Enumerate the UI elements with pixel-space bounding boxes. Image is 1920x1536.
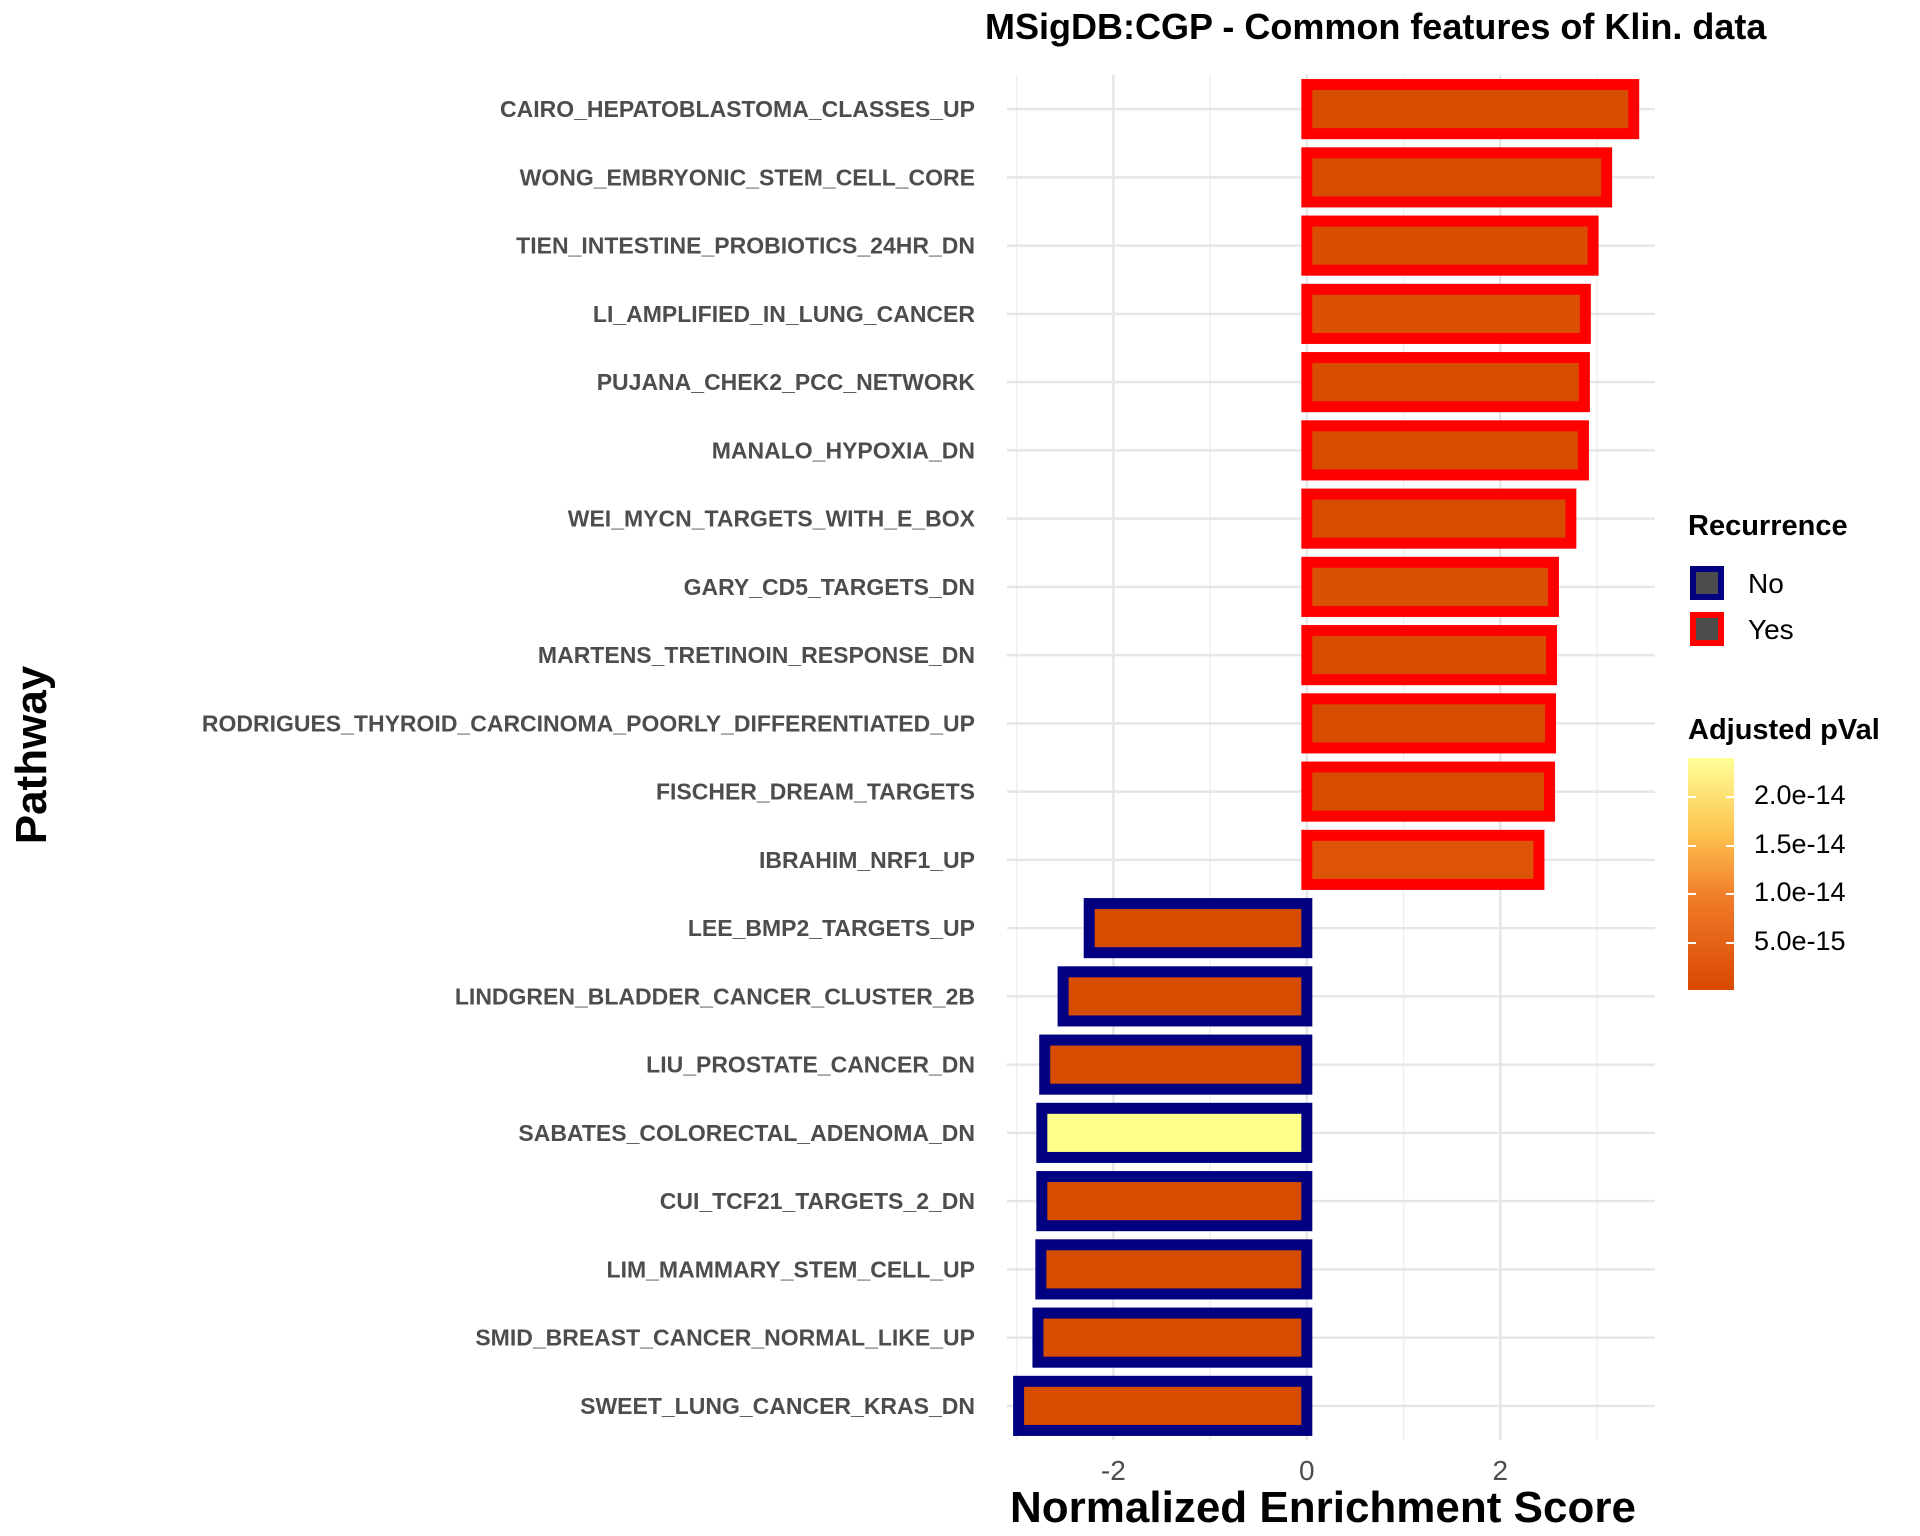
y-tick-label: MARTENS_TRETINOIN_RESPONSE_DN bbox=[538, 642, 975, 668]
bar-lee_bmp2_targets_up bbox=[1083, 898, 1313, 959]
bar-lindgren_bladder_cancer_cluster_2b bbox=[1057, 966, 1313, 1027]
bar-fischer_dream_targets bbox=[1301, 761, 1556, 822]
legend-label-no: No bbox=[1748, 568, 1784, 599]
colorbar-tickmark bbox=[1688, 942, 1696, 945]
y-tick-label: PUJANA_CHEK2_PCC_NETWORK bbox=[597, 369, 976, 395]
bar-wong_embryonic_stem_cell_core bbox=[1301, 147, 1613, 208]
recurrence-legend: Recurrence No Yes bbox=[1688, 510, 1848, 646]
y-tick-label: LIM_MAMMARY_STEM_CELL_UP bbox=[607, 1256, 975, 1282]
bar-li_amplified_in_lung_cancer bbox=[1301, 283, 1591, 344]
x-tick-label: 0 bbox=[1299, 1455, 1315, 1486]
x-axis-title: Normalized Enrichment Score bbox=[1010, 1483, 1636, 1532]
y-tick-label: SMID_BREAST_CANCER_NORMAL_LIKE_UP bbox=[475, 1325, 975, 1351]
bar-cui_tcf21_targets_2_dn bbox=[1036, 1171, 1313, 1232]
bar-sweet_lung_cancer_kras_dn bbox=[1013, 1375, 1313, 1436]
bar-liu_prostate_cancer_dn bbox=[1039, 1034, 1313, 1095]
colorbar-tickmark bbox=[1726, 893, 1734, 896]
colorbar-tickmark bbox=[1688, 795, 1696, 798]
y-tick-label: MANALO_HYPOXIA_DN bbox=[712, 437, 975, 463]
pval-legend-title: Adjusted pVal bbox=[1688, 714, 1880, 746]
colorbar-tickmark bbox=[1688, 893, 1696, 896]
legend-key-no bbox=[1690, 566, 1724, 600]
colorbar-tickmark bbox=[1688, 844, 1696, 847]
colorbar-tickmark bbox=[1726, 844, 1734, 847]
y-tick-label: LINDGREN_BLADDER_CANCER_CLUSTER_2B bbox=[455, 983, 975, 1009]
y-tick-label: GARY_CD5_TARGETS_DN bbox=[684, 574, 975, 600]
y-axis-title: Pathway bbox=[7, 665, 56, 845]
x-tick-label: -2 bbox=[1101, 1455, 1126, 1486]
colorbar-tickmark bbox=[1726, 795, 1734, 798]
bar-tien_intestine_probiotics_24hr_dn bbox=[1301, 215, 1599, 276]
colorbar-tickmark bbox=[1726, 942, 1734, 945]
legend-key-yes bbox=[1690, 612, 1724, 646]
pval-gradient bbox=[1688, 758, 1734, 990]
bar-rodrigues_thyroid_carcinoma_poorly_differentiated_up bbox=[1301, 693, 1557, 754]
y-tick-label: IBRAHIM_NRF1_UP bbox=[759, 847, 975, 873]
recurrence-legend-title: Recurrence bbox=[1688, 510, 1848, 542]
x-tick-label: 2 bbox=[1492, 1455, 1508, 1486]
y-tick-label: LIU_PROSTATE_CANCER_DN bbox=[646, 1052, 975, 1078]
colorbar-tick-label: 1.5e-14 bbox=[1754, 828, 1846, 859]
bar-ibrahim_nrf1_up bbox=[1301, 829, 1545, 890]
y-tick-label: CUI_TCF21_TARGETS_2_DN bbox=[660, 1188, 975, 1214]
bar-pujana_chek2_pcc_network bbox=[1301, 352, 1590, 413]
colorbar-tick-label: 2.0e-14 bbox=[1754, 779, 1846, 810]
y-tick-label: LI_AMPLIFIED_IN_LUNG_CANCER bbox=[593, 301, 975, 327]
bar-cairo_hepatoblastoma_classes_up bbox=[1301, 79, 1640, 140]
y-tick-label: WONG_EMBRYONIC_STEM_CELL_CORE bbox=[520, 164, 975, 190]
bar-smid_breast_cancer_normal_like_up bbox=[1032, 1307, 1313, 1368]
colorbar-tick-label: 1.0e-14 bbox=[1754, 877, 1846, 908]
legend-item-no: No bbox=[1688, 566, 1920, 606]
y-tick-label: SWEET_LUNG_CANCER_KRAS_DN bbox=[580, 1393, 975, 1419]
y-tick-label: TIEN_INTESTINE_PROBIOTICS_24HR_DN bbox=[516, 233, 975, 259]
bar-gary_cd5_targets_dn bbox=[1301, 556, 1559, 617]
bar-manalo_hypoxia_dn bbox=[1301, 420, 1589, 481]
legend-label-yes: Yes bbox=[1748, 614, 1794, 645]
colorbar-tick-label: 5.0e-15 bbox=[1754, 926, 1846, 957]
y-tick-label: RODRIGUES_THYROID_CARCINOMA_POORLY_DIFFE… bbox=[202, 710, 975, 736]
bar-sabates_colorectal_adenoma_dn bbox=[1036, 1102, 1313, 1163]
y-tick-label: LEE_BMP2_TARGETS_UP bbox=[688, 915, 975, 941]
y-tick-label: WEI_MYCN_TARGETS_WITH_E_BOX bbox=[568, 506, 976, 532]
bar-wei_mycn_targets_with_e_box bbox=[1301, 488, 1577, 549]
y-tick-label: SABATES_COLORECTAL_ADENOMA_DN bbox=[518, 1120, 975, 1146]
legend-item-yes: Yes bbox=[1688, 612, 1920, 652]
y-tick-label: CAIRO_HEPATOBLASTOMA_CLASSES_UP bbox=[500, 96, 975, 122]
bar-lim_mammary_stem_cell_up bbox=[1035, 1239, 1313, 1300]
y-tick-label: FISCHER_DREAM_TARGETS bbox=[656, 779, 975, 805]
bar-martens_tretinoin_response_dn bbox=[1301, 625, 1558, 686]
chart-title: MSigDB:CGP - Common features of Klin. da… bbox=[985, 6, 1767, 47]
